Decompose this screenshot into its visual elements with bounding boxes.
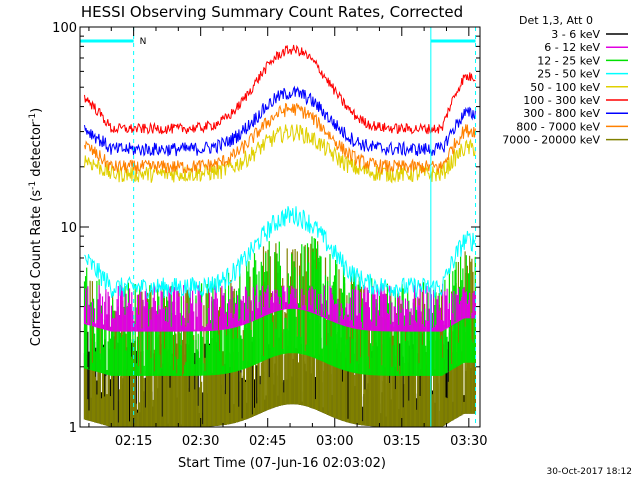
chart-title: HESSI Observing Summary Count Rates, Cor…	[81, 3, 463, 21]
x-axis-label: Start Time (07-Jun-16 02:03:02)	[178, 456, 386, 471]
y-tick-label: 10	[60, 221, 77, 236]
legend-entry-label: 12 - 25 keV	[537, 54, 600, 67]
series-4-line	[84, 206, 476, 299]
y-axis: 1 10 100	[52, 21, 480, 436]
x-tick-label: 03:15	[383, 434, 420, 449]
x-tick-label: 03:30	[450, 434, 487, 449]
footer-timestamp: 30-Oct-2017 18:12	[547, 467, 632, 477]
series-7-line	[84, 85, 476, 157]
x-tick-label: 02:15	[115, 434, 152, 449]
x-tick-label: 03:00	[316, 434, 353, 449]
y-axis-label-end: )	[29, 108, 44, 113]
y-axis-label-sup2: -1	[28, 113, 38, 122]
legend-entry-label: 800 - 7000 keV	[516, 120, 600, 133]
legend-header: Det 1,3, Att 0	[519, 14, 593, 27]
legend-entry-label: 3 - 6 keV	[551, 28, 600, 41]
series-6-line	[84, 44, 476, 135]
y-axis-label-mid: detector	[29, 121, 44, 181]
y-axis-label: Corrected Count Rate (s-1 detector-1)	[28, 108, 44, 346]
y-tick-label: 1	[69, 421, 77, 436]
series-8-line	[84, 102, 476, 175]
series-5-line	[84, 124, 476, 184]
y-tick-label: 100	[52, 21, 77, 36]
x-axis: 02:15 02:30 02:45 03:00 03:15 03:30	[88, 27, 488, 449]
x-tick-label: 02:30	[182, 434, 219, 449]
legend-entry-label: 25 - 50 keV	[537, 68, 600, 81]
series-2-band	[83, 283, 476, 332]
saa-flag-label: N	[140, 37, 147, 47]
legend-entry-label: 100 - 300 keV	[523, 94, 600, 107]
y-axis-label-sup1: -1	[28, 181, 38, 190]
y-axis-label-main: Corrected Count Rate (s	[29, 190, 44, 347]
data-layer	[83, 44, 476, 427]
legend-entry-label: 6 - 12 keV	[544, 41, 600, 54]
x-tick-label: 02:45	[249, 434, 286, 449]
legend-entry-label: 300 - 800 keV	[523, 107, 600, 120]
legend-entry-label: 50 - 100 keV	[530, 81, 600, 94]
legend-entry-label: 7000 - 20000 keV	[502, 134, 600, 147]
